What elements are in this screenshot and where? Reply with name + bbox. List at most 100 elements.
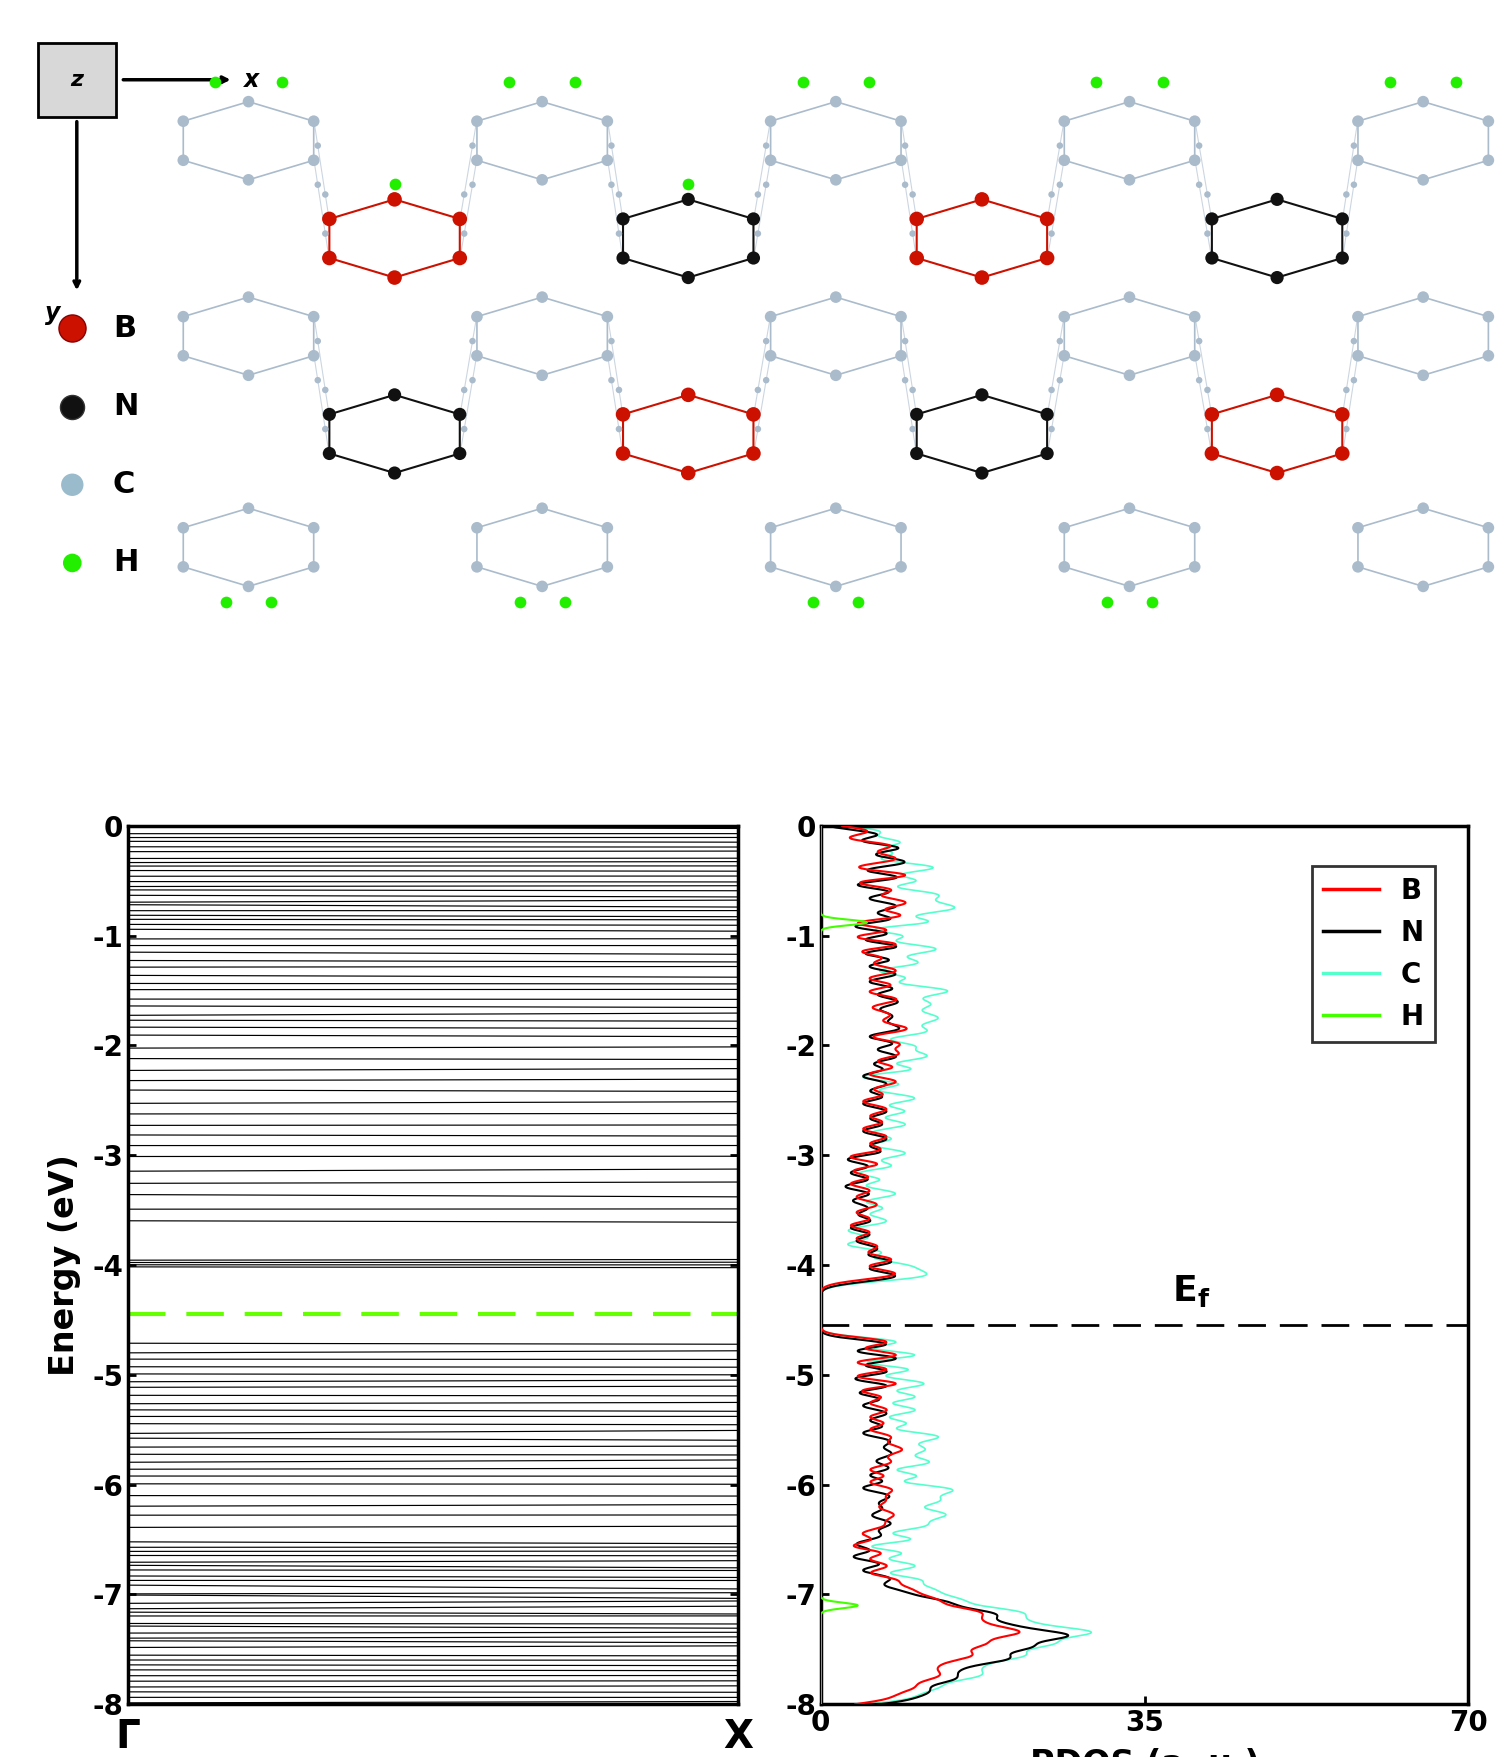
- Point: [1330, 439, 1354, 467]
- Point: [1053, 553, 1077, 582]
- Point: [824, 362, 848, 390]
- Point: [1182, 341, 1206, 369]
- Point: [901, 220, 925, 248]
- Point: [1053, 302, 1077, 330]
- Point: [383, 459, 407, 487]
- Point: [236, 573, 261, 601]
- Point: [1265, 184, 1289, 213]
- Point: [313, 376, 337, 404]
- Point: [1334, 181, 1358, 209]
- Point: [1200, 206, 1224, 234]
- Point: [889, 302, 913, 330]
- Point: [824, 165, 848, 193]
- Point: [745, 220, 770, 248]
- Point: [759, 107, 783, 135]
- Point: [318, 439, 342, 467]
- Point: [889, 146, 913, 174]
- Point: [1342, 132, 1366, 160]
- Point: [970, 184, 994, 213]
- Point: [553, 589, 577, 617]
- Point: [1187, 170, 1211, 199]
- Point: [599, 132, 623, 160]
- Point: [595, 302, 619, 330]
- Point: [595, 513, 619, 541]
- Point: [741, 244, 765, 272]
- Point: [745, 181, 770, 209]
- Point: [1182, 107, 1206, 135]
- Point: [759, 553, 783, 582]
- Point: [172, 553, 196, 582]
- Point: [893, 132, 917, 160]
- Point: [306, 327, 330, 355]
- Point: [1053, 513, 1077, 541]
- Point: [893, 170, 917, 199]
- Point: [313, 415, 337, 443]
- Point: [1476, 302, 1500, 330]
- Point: [1182, 553, 1206, 582]
- Point: [1330, 206, 1354, 234]
- Point: [60, 471, 84, 499]
- Point: [313, 181, 337, 209]
- Point: [889, 513, 913, 541]
- Point: [1187, 327, 1211, 355]
- Point: [1334, 376, 1358, 404]
- Point: [755, 132, 779, 160]
- Text: N: N: [113, 392, 139, 422]
- Point: [1035, 244, 1059, 272]
- Point: [301, 107, 325, 135]
- Point: [259, 589, 283, 617]
- Point: [1346, 146, 1370, 174]
- Point: [889, 553, 913, 582]
- Point: [563, 69, 587, 97]
- Point: [306, 132, 330, 160]
- Point: [530, 165, 554, 193]
- Point: [676, 170, 700, 199]
- Point: [824, 494, 848, 522]
- Point: [1182, 302, 1206, 330]
- Point: [1411, 494, 1435, 522]
- Point: [318, 244, 342, 272]
- Point: [857, 69, 881, 97]
- Text: B: B: [113, 315, 136, 343]
- Point: [447, 206, 471, 234]
- Point: [755, 327, 779, 355]
- FancyBboxPatch shape: [38, 42, 116, 118]
- Point: [611, 401, 636, 429]
- Point: [1117, 362, 1142, 390]
- Point: [599, 327, 623, 355]
- Point: [1330, 244, 1354, 272]
- Point: [741, 401, 765, 429]
- Point: [1035, 439, 1059, 467]
- Point: [214, 589, 238, 617]
- Point: [465, 341, 489, 369]
- Point: [1265, 381, 1289, 409]
- Point: [905, 439, 929, 467]
- Point: [1411, 165, 1435, 193]
- Point: [1053, 341, 1077, 369]
- Point: [301, 553, 325, 582]
- Point: [607, 376, 631, 404]
- Point: [461, 132, 485, 160]
- Point: [611, 439, 636, 467]
- Point: [1117, 88, 1142, 116]
- Point: [301, 513, 325, 541]
- Point: [1117, 573, 1142, 601]
- Point: [447, 244, 471, 272]
- Point: [595, 341, 619, 369]
- Point: [1039, 415, 1063, 443]
- X-axis label: PDOS (a. u.): PDOS (a. u.): [1030, 1748, 1259, 1757]
- Point: [1053, 146, 1077, 174]
- Point: [1182, 513, 1206, 541]
- Point: [607, 415, 631, 443]
- Point: [236, 494, 261, 522]
- Point: [1151, 69, 1175, 97]
- Point: [970, 459, 994, 487]
- Point: [1411, 573, 1435, 601]
- Point: [1330, 401, 1354, 429]
- Point: [1378, 69, 1402, 97]
- Point: [1048, 365, 1072, 394]
- Point: [447, 401, 471, 429]
- Point: [599, 170, 623, 199]
- Point: [1048, 132, 1072, 160]
- Point: [607, 220, 631, 248]
